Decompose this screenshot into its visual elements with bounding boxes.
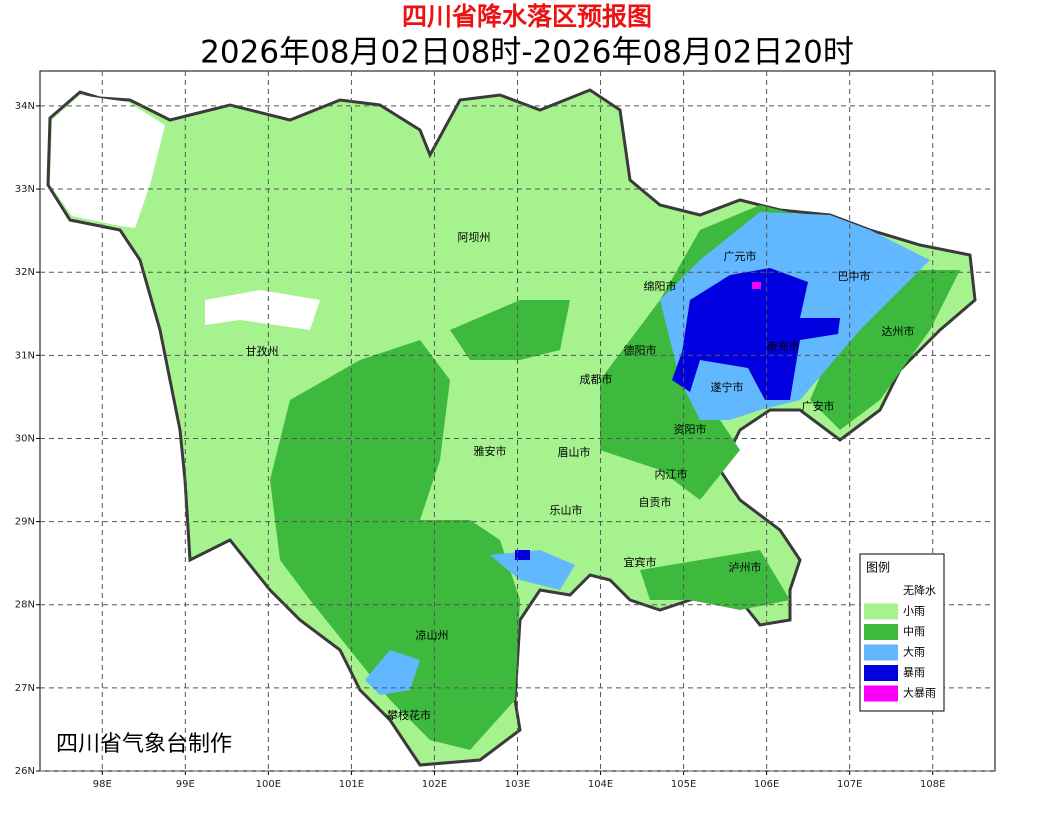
x-tick-label: 106E bbox=[754, 779, 779, 790]
y-tick-label: 33N bbox=[15, 184, 35, 195]
city-label: 内江市 bbox=[655, 467, 688, 481]
no-rain-area bbox=[50, 95, 165, 228]
x-tick-label: 103E bbox=[505, 779, 530, 790]
credit: 四川省气象台制作 bbox=[56, 732, 232, 757]
city-label: 甘孜州 bbox=[246, 344, 279, 358]
city-label: 德阳市 bbox=[624, 343, 657, 357]
legend-title: 图例 bbox=[866, 561, 890, 575]
legend-swatch bbox=[864, 603, 898, 620]
city-label: 南充市 bbox=[767, 339, 800, 353]
heavy-rain-area bbox=[490, 550, 575, 590]
moderate-rain-area bbox=[810, 270, 960, 430]
heavy-rain-area bbox=[365, 650, 420, 695]
moderate-rain-area bbox=[640, 550, 790, 610]
city-label: 巴中市 bbox=[838, 269, 871, 283]
no-rain-area bbox=[205, 290, 320, 330]
legend-label: 无降水 bbox=[903, 583, 936, 597]
city-label: 雅安市 bbox=[474, 444, 507, 458]
legend-swatch bbox=[864, 665, 898, 681]
y-tick-label: 27N bbox=[15, 683, 35, 694]
y-tick-label: 31N bbox=[15, 350, 35, 361]
rainstorm-area bbox=[672, 268, 840, 400]
legend-swatch bbox=[864, 644, 898, 661]
x-tick-label: 104E bbox=[588, 779, 613, 790]
x-tick-label: 102E bbox=[422, 779, 447, 790]
rainstorm-area bbox=[515, 550, 530, 560]
x-tick-label: 99E bbox=[176, 779, 195, 790]
x-tick-label: 98E bbox=[93, 779, 112, 790]
precip-areas bbox=[46, 88, 977, 767]
city-labels: 阿坝州 甘孜州 广元市 巴中市 绵阳市 德阳市 成都市 南充市 达州市 遂宁市 … bbox=[246, 230, 915, 722]
title: 四川省降水落区预报图 bbox=[402, 2, 652, 31]
city-label: 成都市 bbox=[580, 372, 613, 386]
city-label: 绵阳市 bbox=[644, 279, 677, 293]
legend-label: 暴雨 bbox=[903, 666, 925, 679]
city-label: 宜宾市 bbox=[624, 555, 657, 569]
y-tick-label: 26N bbox=[15, 766, 35, 777]
y-tick-label: 34N bbox=[15, 101, 35, 112]
legend-swatch bbox=[864, 583, 898, 599]
subtitle: 2026年08月02日08时-2026年08月02日20时 bbox=[200, 35, 854, 71]
city-label: 广安市 bbox=[802, 399, 835, 413]
y-tick-label: 32N bbox=[15, 267, 35, 278]
x-tick-label: 108E bbox=[920, 779, 945, 790]
legend-swatch bbox=[864, 685, 898, 702]
legend-label: 大雨 bbox=[903, 645, 925, 659]
y-tick-label: 29N bbox=[15, 517, 35, 528]
x-tick-label: 101E bbox=[339, 779, 364, 790]
y-tick-label: 30N bbox=[15, 433, 35, 444]
city-label: 资阳市 bbox=[674, 422, 707, 436]
city-label: 乐山市 bbox=[550, 503, 583, 517]
legend-label: 中雨 bbox=[903, 625, 925, 638]
legend-label: 小雨 bbox=[903, 605, 925, 618]
x-tick-label: 107E bbox=[837, 779, 862, 790]
heavy-rainstorm-area bbox=[752, 282, 761, 289]
city-label: 阿坝州 bbox=[458, 230, 491, 244]
city-label: 凉山州 bbox=[416, 628, 449, 642]
city-label: 广元市 bbox=[724, 249, 757, 263]
y-tick-label: 28N bbox=[15, 600, 35, 611]
city-label: 攀枝花市 bbox=[387, 708, 431, 722]
x-tick-label: 100E bbox=[256, 779, 281, 790]
city-label: 自贡市 bbox=[639, 495, 672, 509]
moderate-rain-area bbox=[270, 340, 520, 750]
city-label: 泸州市 bbox=[729, 560, 762, 574]
x-tick-label: 105E bbox=[671, 779, 696, 790]
legend-swatch bbox=[864, 624, 898, 640]
moderate-rain-area bbox=[450, 300, 570, 360]
city-label: 眉山市 bbox=[558, 445, 591, 459]
city-label: 达州市 bbox=[882, 324, 915, 338]
city-label: 遂宁市 bbox=[711, 380, 744, 394]
legend-label: 大暴雨 bbox=[903, 686, 936, 700]
